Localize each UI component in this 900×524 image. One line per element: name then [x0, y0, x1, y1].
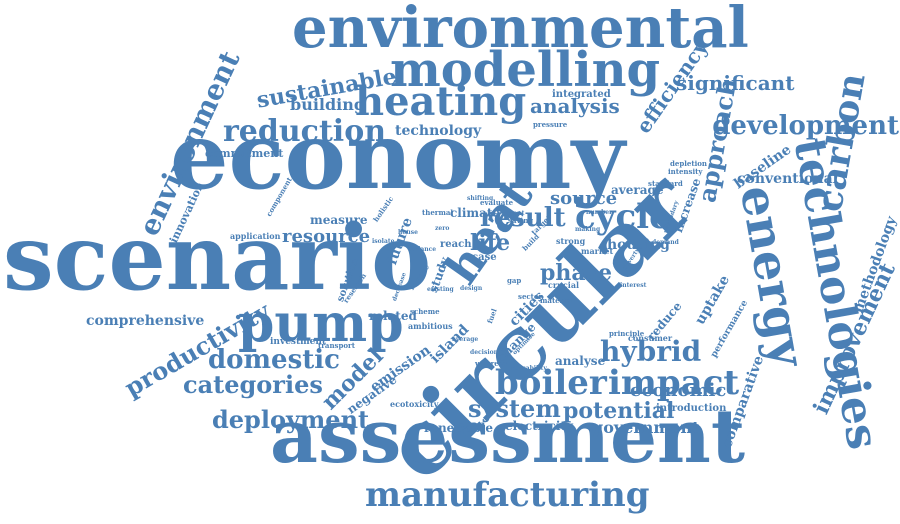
word-manufacturing: manufacturing	[365, 475, 650, 515]
word-interest: interest	[620, 282, 647, 289]
word-carbon: carbon	[808, 70, 874, 215]
word-conventional: conventional	[737, 171, 838, 187]
word-significant: significant	[676, 71, 795, 95]
word-technology: technology	[395, 123, 482, 139]
word-shifting: shifting	[467, 195, 494, 202]
word-standard: standard	[648, 179, 683, 188]
word-average: average	[611, 183, 664, 197]
word-pump: pump	[238, 293, 404, 354]
word-introduction: introduction	[656, 403, 727, 414]
word-number: number	[586, 209, 613, 216]
word-gap: gap	[507, 276, 522, 285]
word-categories: categories	[183, 370, 323, 399]
word-material: material	[540, 296, 574, 305]
word-design: design	[460, 285, 483, 292]
word-average-small: average	[452, 336, 479, 343]
word-government: government	[592, 418, 700, 437]
word-boiler: boiler	[495, 363, 607, 403]
word-isolate: isolate	[372, 238, 395, 245]
word-cycle: cycle	[575, 197, 671, 237]
word-evaluate: evaluate	[480, 198, 514, 207]
word-modelling: modelling	[390, 42, 661, 98]
word-existing: existing	[427, 286, 454, 293]
word-uptake: uptake	[692, 272, 734, 328]
word-saving: saving	[508, 216, 534, 225]
word-consumer: consumer	[628, 333, 673, 343]
word-balance: balance	[410, 246, 437, 253]
word-assessment: assessment	[270, 394, 746, 480]
word-heating: heating	[355, 78, 527, 125]
word-deployment: deployment	[212, 405, 370, 434]
word-source: source	[550, 188, 618, 209]
word-reusability: reusability	[511, 365, 547, 372]
word-crucial: crucial	[548, 280, 580, 290]
word-potential: potential	[563, 398, 675, 424]
word-reduction: reduction	[223, 114, 387, 149]
word-electricity: electricity	[505, 419, 573, 433]
word-analyse: analyse	[555, 354, 606, 368]
word-measure: measure	[310, 213, 368, 227]
word-resource: resource	[282, 226, 371, 247]
word-comprehensive: comprehensive	[86, 313, 205, 329]
word-making: making	[575, 226, 601, 233]
word-grant: grant	[506, 210, 525, 217]
word-result: result	[480, 203, 566, 233]
word-impact: impact	[608, 363, 740, 403]
word-intensity: intensity	[668, 167, 703, 176]
word-economic: economic	[630, 380, 727, 401]
word-development: development	[712, 111, 899, 141]
word-scenario: scenario	[3, 205, 432, 311]
word-house: house	[398, 229, 418, 236]
word-investment: investment	[270, 337, 327, 347]
word-ecotoxicity: ecotoxicity	[390, 399, 439, 409]
word-transport: transport	[318, 341, 355, 350]
word-depletion: depletion	[670, 159, 708, 168]
word-application: application	[230, 231, 281, 241]
word-pressure: pressure	[533, 120, 568, 129]
word-building: building	[290, 95, 366, 114]
word-sector: sector	[518, 292, 543, 301]
word-integrated: integrated	[552, 89, 611, 100]
word-case: case	[472, 252, 497, 263]
word-phase: phase	[540, 260, 613, 286]
word-renewable: renewable	[424, 421, 494, 435]
word-demand: demand	[652, 239, 679, 246]
word-analysis: analysis	[530, 94, 620, 118]
word-zero: zero	[435, 225, 450, 232]
word-decision: decision	[470, 349, 498, 356]
word-commitment: commitment	[205, 147, 284, 160]
word-thermal: thermal	[422, 208, 454, 217]
word-economy: economy	[170, 102, 625, 210]
word-ambitious: ambitious	[408, 321, 453, 331]
word-related: related	[369, 309, 417, 323]
word-domestic: domestic	[208, 345, 340, 375]
word-scheme: scheme	[410, 307, 440, 316]
word-housing: housing	[607, 237, 670, 253]
word-system: system	[468, 394, 561, 423]
word-strong: strong	[556, 236, 586, 246]
word-reach: reach	[440, 239, 472, 250]
word-climate: climate	[450, 206, 501, 220]
word-build: build	[520, 232, 541, 253]
word-market: market	[581, 246, 614, 256]
word-hybrid: hybrid	[600, 335, 702, 368]
word-principle: principle	[609, 329, 645, 338]
word-environmental: environmental	[292, 0, 749, 61]
word-whereas: whereas	[475, 359, 508, 368]
word-life: life	[470, 230, 511, 256]
